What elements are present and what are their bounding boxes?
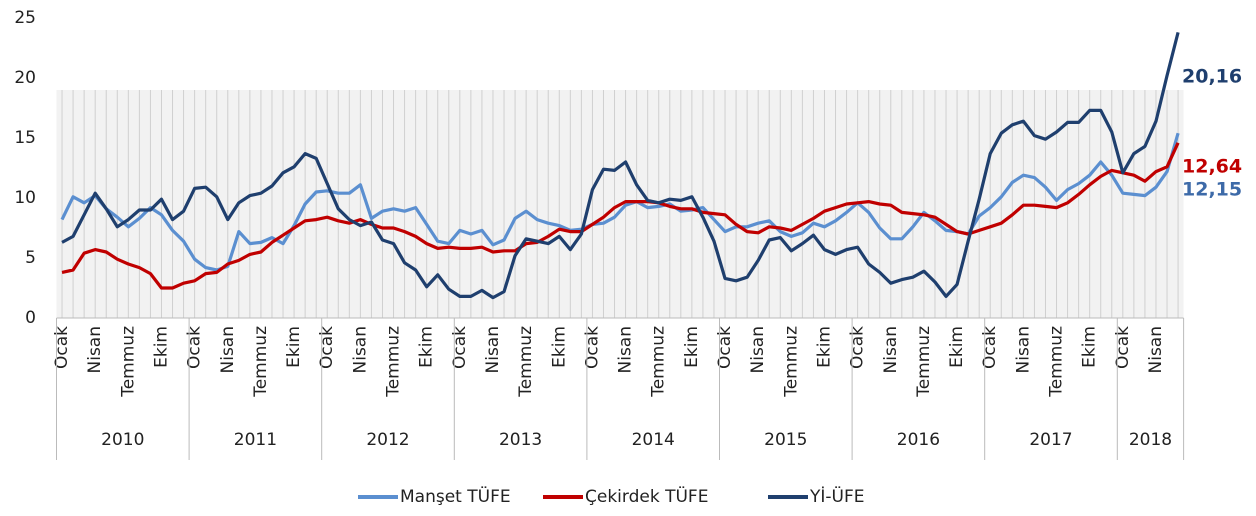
x-tick-label: Temmuz xyxy=(516,326,536,398)
legend-label: Çekirdek TÜFE xyxy=(585,485,708,507)
x-tick-label: Ekim xyxy=(417,326,437,368)
y-tick-label: 10 xyxy=(14,188,36,208)
series-line xyxy=(60,132,1180,272)
x-tick-label: Ocak xyxy=(450,326,470,369)
x-tick-label: Temmuz xyxy=(1047,326,1067,398)
year-label: 2018 xyxy=(1129,430,1172,450)
y-tick-label: 0 xyxy=(25,308,36,328)
x-tick-label: Nisan xyxy=(748,326,768,374)
year-label: 2015 xyxy=(764,430,807,450)
x-tick-label: Temmuz xyxy=(781,326,801,398)
annotation: 12,64 xyxy=(1182,156,1242,178)
legend: Manşet TÜFE Çekirdek TÜFE Yİ-ÜFE xyxy=(358,485,865,507)
year-label: 2014 xyxy=(632,430,675,450)
annotation: 12,15 xyxy=(1182,179,1242,201)
x-tick-label: Ekim xyxy=(947,326,967,368)
year-label: 2013 xyxy=(499,430,542,450)
x-tick-label: Nisan xyxy=(881,326,901,374)
legend-label: Yİ-ÜFE xyxy=(809,485,865,507)
x-tick-label: Nisan xyxy=(85,326,105,374)
x-tick-label: Temmuz xyxy=(649,326,669,398)
x-tick-label: Temmuz xyxy=(914,326,934,398)
year-label: 2016 xyxy=(897,430,940,450)
y-tick-label: 15 xyxy=(14,128,36,148)
y-tick-label: 5 xyxy=(25,248,36,268)
year-label: 2017 xyxy=(1029,430,1072,450)
x-tick-label: Ocak xyxy=(185,326,205,369)
x-tick-label: Nisan xyxy=(350,326,370,374)
annotation: 20,16 xyxy=(1182,66,1242,88)
x-tick-label: Nisan xyxy=(218,326,238,374)
x-tick-label: Ekim xyxy=(549,326,569,368)
x-tick-label: Nisan xyxy=(1013,326,1033,374)
legend-label: Manşet TÜFE xyxy=(400,485,511,507)
x-tick-label: Ocak xyxy=(582,326,602,369)
year-label: 2011 xyxy=(234,430,277,450)
x-tick-label: Temmuz xyxy=(384,326,404,398)
y-tick-label: 20 xyxy=(14,68,36,88)
x-tick-label: Ocak xyxy=(317,326,337,369)
x-tick-label: Ekim xyxy=(284,326,304,368)
x-tick-label: Ekim xyxy=(1080,326,1100,368)
x-tick-label: Nisan xyxy=(483,326,503,374)
x-tick-label: Temmuz xyxy=(251,326,271,398)
x-tick-label: Ocak xyxy=(1113,326,1133,369)
x-tick-label: Ocak xyxy=(52,326,72,369)
x-tick-label: Nisan xyxy=(1146,326,1166,374)
x-tick-label: Ocak xyxy=(980,326,1000,369)
x-tick-label: Ocak xyxy=(848,326,868,369)
x-tick-label: Ekim xyxy=(682,326,702,368)
series-line xyxy=(61,32,1180,300)
year-label: 2010 xyxy=(101,430,144,450)
x-tick-label: Ekim xyxy=(814,326,834,368)
year-label: 2012 xyxy=(366,430,409,450)
x-tick-label: Ocak xyxy=(715,326,735,369)
x-tick-label: Ekim xyxy=(151,326,171,368)
series-line xyxy=(61,142,1180,290)
x-tick-label: Temmuz xyxy=(118,326,138,398)
x-tick-label: Nisan xyxy=(616,326,636,374)
y-tick-label: 25 xyxy=(14,8,36,28)
